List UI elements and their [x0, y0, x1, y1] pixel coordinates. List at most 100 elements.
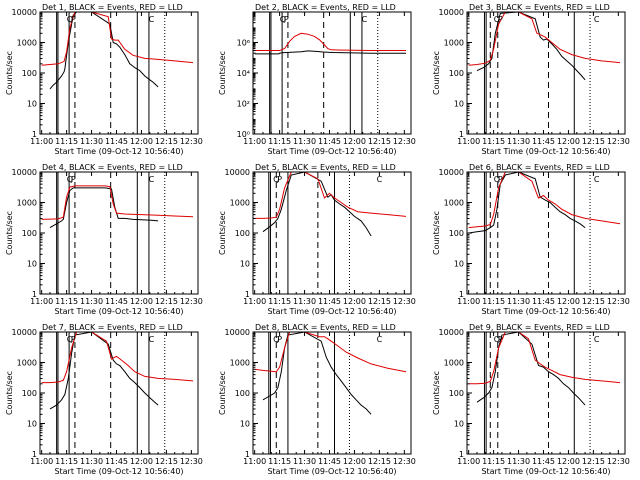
y-tick-label: 100	[449, 69, 464, 78]
plot-frame	[39, 171, 199, 295]
panel-det-3: 11:00 11:15 11:30 11:45 12:00 12:15 12:30 1 10 10…	[432, 3, 630, 156]
y-tick-label: 100	[22, 69, 37, 78]
panel-det-9: 11:00 11:15 11:30 11:45 12:00 12:15 12:30 1 10 10…	[432, 323, 630, 476]
x-tick-label: 12:15	[155, 457, 178, 466]
y-tick-label: 10	[454, 100, 464, 109]
y-axis-label: Counts/sec	[432, 51, 441, 95]
x-axis-label: Start Time (09-Oct-12 10:56:40)	[481, 467, 610, 476]
y-tick-label: 1	[32, 130, 37, 139]
x-tick-label: 12:00	[130, 457, 153, 466]
y-tick-label: 100	[449, 229, 464, 238]
x-tick-label: 11:45	[318, 457, 341, 466]
x-tick-label: 12:30	[607, 457, 630, 466]
x-tick-label: 12:00	[557, 457, 580, 466]
x-tick-label: 11:00	[243, 457, 266, 466]
x-tick-label: 11:45	[105, 297, 128, 306]
x-tick-label: 12:15	[368, 297, 391, 306]
marker-letter-p: P	[498, 15, 503, 24]
x-tick-label: 11:00	[30, 297, 53, 306]
x-axis-label: Start Time (09-Oct-12 10:56:40)	[267, 307, 396, 316]
series-events-line	[49, 11, 159, 90]
marker-letter-q: Q	[273, 175, 279, 184]
marker-letter-q: Q	[273, 335, 279, 344]
marker-letter-p: P	[71, 335, 76, 344]
x-axis-label: Start Time (09-Oct-12 10:56:40)	[267, 467, 396, 476]
y-axis-label: Counts/sec	[218, 371, 227, 415]
x-tick-label: 12:15	[155, 297, 178, 306]
x-tick-label: 12:15	[368, 137, 391, 146]
series-events-line	[476, 331, 586, 406]
x-tick-label: 11:15	[482, 137, 505, 146]
series-lld-line	[41, 185, 194, 220]
y-tick-label: 1000	[230, 359, 250, 368]
series-events-line	[49, 331, 159, 410]
x-tick-label: 11:30	[507, 137, 530, 146]
y-tick-label: 1000	[17, 359, 37, 368]
series-lld-line	[468, 11, 621, 66]
y-tick-label: 10000	[225, 328, 250, 337]
y-tick-label: 10000	[439, 168, 464, 177]
panel-title: Det 6, BLACK = Events, RED = LLD	[469, 163, 610, 172]
y-tick-label: 10	[240, 420, 250, 429]
panel-title: Det 5, BLACK = Events, RED = LLD	[255, 163, 396, 172]
x-tick-label: 11:45	[105, 457, 128, 466]
y-axis-label: Counts/sec	[432, 371, 441, 415]
x-tick-label: 12:30	[180, 457, 203, 466]
series-events-line	[49, 187, 159, 229]
marker-letter-p: P	[71, 15, 76, 24]
x-tick-label: 11:15	[55, 457, 78, 466]
series-lld-line	[254, 32, 406, 51]
x-tick-label: 12:15	[368, 457, 391, 466]
x-tick-label: 12:00	[343, 137, 366, 146]
y-tick-label: 10000	[12, 8, 37, 17]
x-tick-label: 12:30	[607, 297, 630, 306]
panel-det-5: 11:00 11:15 11:30 11:45 12:00 12:15 12:30 1 10 10…	[218, 163, 416, 316]
series-events-line	[262, 331, 372, 415]
x-axis-label: Start Time (09-Oct-12 10:56:40)	[54, 307, 183, 316]
y-tick-label: 10000	[225, 168, 250, 177]
x-tick-label: 11:15	[55, 297, 78, 306]
y-tick-label: 1000	[444, 359, 464, 368]
x-tick-label: 12:30	[180, 297, 203, 306]
series-events-line	[262, 171, 372, 237]
y-tick-label: 1	[32, 290, 37, 299]
y-tick-label: 1	[459, 290, 464, 299]
y-tick-label: 100	[22, 389, 37, 398]
marker-letter-q: Q	[494, 335, 500, 344]
x-tick-label: 11:15	[55, 137, 78, 146]
x-tick-label: 12:15	[155, 137, 178, 146]
x-tick-label: 12:15	[582, 297, 605, 306]
marker-letter-c: C	[377, 335, 383, 344]
marker-letter-p: P	[277, 335, 282, 344]
marker-letter-c: C	[594, 335, 600, 344]
x-tick-label: 11:30	[293, 297, 316, 306]
x-tick-label: 11:30	[293, 457, 316, 466]
panel-title: Det 2, BLACK = Events, RED = LLD	[255, 3, 396, 12]
x-tick-label: 11:30	[507, 457, 530, 466]
x-tick-label: 11:00	[457, 137, 480, 146]
y-axis-label: Counts/sec	[5, 51, 14, 95]
x-tick-label: 11:15	[482, 457, 505, 466]
x-tick-label: 11:00	[457, 457, 480, 466]
x-tick-label: 11:30	[80, 137, 103, 146]
marker-letter-q: Q	[494, 175, 500, 184]
y-tick-label: 10	[27, 260, 37, 269]
panel-det-1: 11:00 11:15 11:30 11:45 12:00 12:15 12:30 1 10 10…	[5, 3, 203, 156]
plot-frame	[39, 331, 199, 455]
series-lld-line	[254, 331, 407, 373]
y-tick-label: 100	[235, 229, 250, 238]
x-axis-label: Start Time (09-Oct-12 10:56:40)	[267, 147, 396, 156]
y-tick-label: 1000	[444, 199, 464, 208]
y-tick-label: 1000	[230, 199, 250, 208]
y-tick-label: 1000	[17, 199, 37, 208]
x-tick-label: 12:30	[393, 297, 416, 306]
panel-det-2: 11:00 11:15 11:30 11:45 12:00 12:15 12:30 10⁰ 10…	[218, 3, 416, 156]
x-tick-label: 11:30	[293, 137, 316, 146]
y-tick-label: 10⁶	[237, 39, 250, 48]
y-tick-label: 1	[245, 290, 250, 299]
x-tick-label: 11:45	[532, 457, 555, 466]
marker-letter-q: Q	[280, 15, 286, 24]
series-events-line	[468, 171, 586, 234]
x-axis-label: Start Time (09-Oct-12 10:56:40)	[54, 147, 183, 156]
y-tick-label: 100	[22, 229, 37, 238]
